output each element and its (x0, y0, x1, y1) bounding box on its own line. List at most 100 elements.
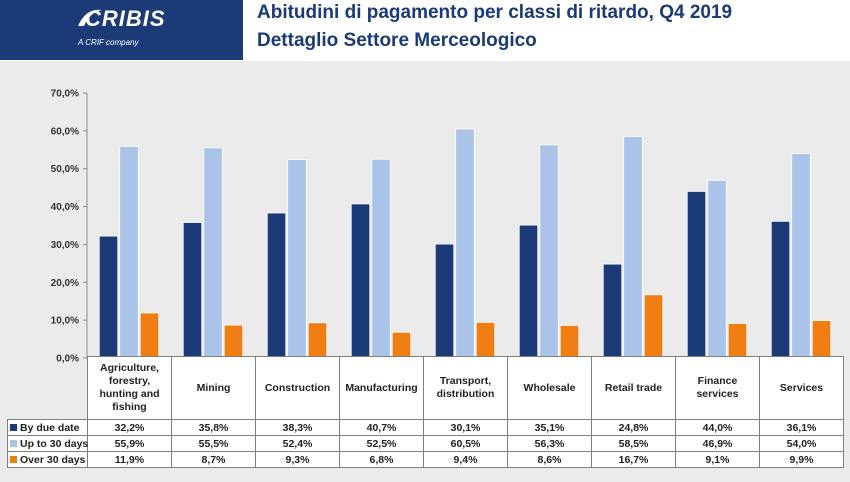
category-label-line: fishing (112, 401, 147, 413)
bar (287, 159, 307, 359)
data-label: 58,5% (591, 435, 676, 452)
data-label: 11,9% (87, 451, 172, 468)
category-label-line: Manufacturing (345, 381, 418, 394)
data-table-row: By due date 32,2% 35,8% 38,3% 40,7% 30,1% 35,1… (7, 419, 844, 436)
legend-label: Up to 30 days (20, 437, 89, 450)
data-label: 9,4% (423, 451, 508, 468)
y-tick-label: 10,0% (51, 316, 79, 327)
y-tick-label: 30,0% (51, 240, 79, 251)
data-table: Agriculture, forestry, hunting and fishing M… (7, 356, 844, 468)
bar (391, 331, 412, 359)
bar (643, 294, 664, 359)
data-label: 56,3% (507, 435, 592, 452)
bar (98, 235, 119, 359)
data-label: 40,7% (339, 419, 424, 436)
bar (182, 222, 203, 359)
data-label: 55,5% (171, 435, 256, 452)
category-label-line: Retail trade (604, 381, 663, 394)
data-table-header-row: Agriculture, forestry, hunting and fishing M… (7, 356, 844, 420)
bar (602, 263, 623, 359)
cribis-logo: CRIBIS A CRIF company (0, 0, 243, 60)
data-label: 55,9% (87, 435, 172, 452)
legend-label: Over 30 days (20, 453, 86, 466)
data-label: 32,2% (87, 419, 172, 436)
data-label: 38,3% (255, 419, 340, 436)
category-label-line: Transport, (439, 375, 492, 387)
data-table-corner (7, 356, 88, 420)
data-label: 36,1% (759, 419, 844, 436)
bar (727, 323, 748, 359)
header: CRIBIS A CRIF company Abitudini di pagam… (0, 0, 850, 60)
category-label: Services (759, 356, 844, 420)
data-label: 46,9% (675, 435, 760, 452)
category-label-line: Mining (196, 381, 231, 394)
legend-swatch-icon (10, 455, 17, 463)
category-label: Manufacturing (339, 356, 424, 420)
category-label: Transport, distribution (423, 356, 508, 420)
bar (350, 203, 371, 359)
bar (518, 224, 539, 359)
data-table-row: Up to 30 days 55,9% 55,5% 52,4% 52,5% 60,5% 56… (7, 435, 844, 452)
y-tick-label: 50,0% (51, 164, 79, 175)
y-tick-label: 70,0% (51, 89, 79, 100)
bar (811, 320, 832, 359)
legend-entry: Up to 30 days (7, 435, 89, 452)
data-label: 52,4% (255, 435, 340, 452)
data-label: 60,5% (423, 435, 508, 452)
bar (475, 322, 496, 359)
data-label: 8,7% (171, 451, 256, 468)
bar (707, 180, 727, 359)
category-label: Construction (255, 356, 340, 420)
category-label: Agriculture, forestry, hunting and fishing (87, 356, 172, 420)
bar (434, 243, 455, 359)
category-label-line: services (696, 388, 739, 400)
legend-swatch-icon (10, 423, 17, 431)
page-subtitle: Dettaglio Settore Merceologico (257, 30, 537, 51)
bar (223, 324, 244, 359)
category-label-line: forestry, (108, 375, 151, 387)
data-label: 9,9% (759, 451, 844, 468)
data-label: 54,0% (759, 435, 844, 452)
bar (455, 128, 475, 359)
data-label: 44,0% (675, 419, 760, 436)
category-label-line: distribution (436, 388, 495, 400)
data-label: 8,6% (507, 451, 592, 468)
legend-label: By due date (20, 421, 80, 434)
category-label-line: Services (779, 381, 824, 394)
data-label: 9,3% (255, 451, 340, 468)
data-table-row: Over 30 days 11,9% 8,7% 9,3% 6,8% 9,4% 8,6% 16,… (7, 451, 844, 468)
legend-swatch-icon (10, 439, 17, 447)
legend-entry: Over 30 days (7, 451, 88, 468)
data-label: 35,1% (507, 419, 592, 436)
category-label-line: Finance (697, 375, 738, 387)
category-label: Mining (171, 356, 256, 420)
bar (119, 145, 139, 359)
bar (371, 158, 391, 359)
data-label: 16,7% (591, 451, 676, 468)
bar (686, 191, 707, 359)
bar (623, 136, 643, 359)
bar (139, 312, 160, 359)
category-label-line: Agriculture, (100, 362, 159, 374)
category-label-line: Wholesale (523, 381, 576, 394)
bar (307, 322, 328, 359)
y-tick-label: 20,0% (51, 278, 79, 289)
category-label: Finance services (675, 356, 760, 420)
legend-entry: By due date (7, 419, 88, 436)
data-label: 30,1% (423, 419, 508, 436)
bar (266, 212, 287, 359)
bar (559, 325, 580, 359)
category-label: Wholesale (507, 356, 592, 420)
page-title: Abitudini di pagamento per classi di rit… (257, 2, 733, 23)
data-label: 35,8% (171, 419, 256, 436)
category-label-line: hunting and (99, 388, 160, 400)
data-label: 6,8% (339, 451, 424, 468)
y-tick-label: 60,0% (51, 126, 79, 137)
category-label: Retail trade (591, 356, 676, 420)
category-label-line: Construction (264, 381, 331, 394)
data-label: 9,1% (675, 451, 760, 468)
logo-subtitle: A CRIF company (78, 38, 139, 47)
logo-swoosh-icon (78, 9, 102, 26)
bar (203, 147, 223, 359)
bar (791, 153, 811, 359)
